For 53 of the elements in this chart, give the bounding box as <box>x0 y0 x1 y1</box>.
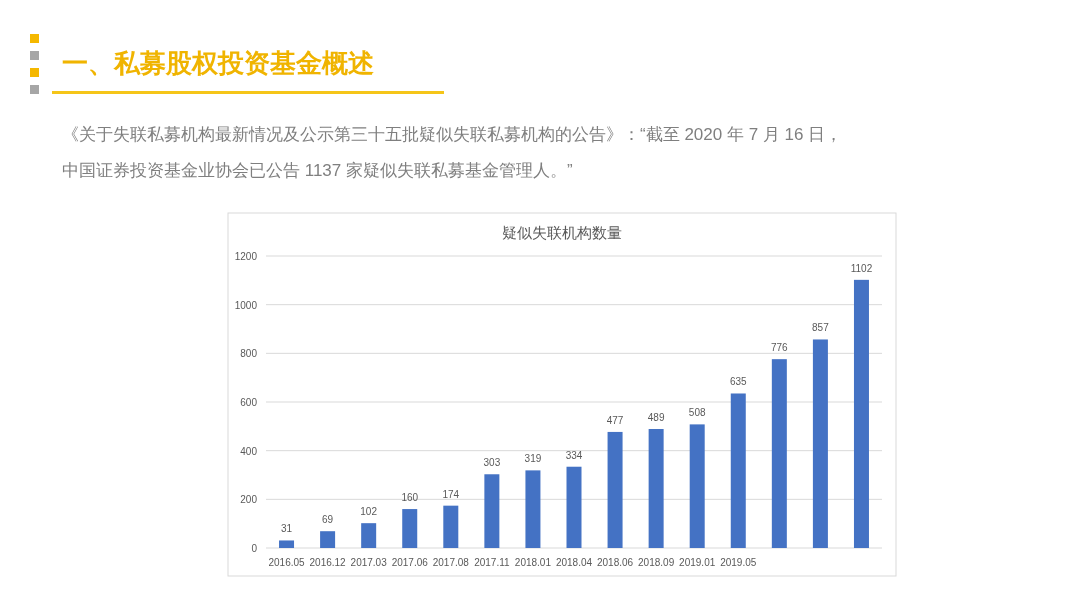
x-tick-label: 2019.05 <box>720 557 757 568</box>
x-tick-label: 2018.06 <box>596 557 634 568</box>
data-label: 635 <box>729 376 748 388</box>
data-label: 776 <box>770 342 789 354</box>
data-label: 31 <box>280 523 293 535</box>
bar <box>484 474 500 548</box>
x-tick-label: 2018.01 <box>514 557 552 568</box>
x-tick-label: 2016.12 <box>309 557 347 568</box>
bar <box>566 466 582 548</box>
bar <box>402 509 418 548</box>
x-tick-label: 2017.03 <box>350 557 388 568</box>
bar <box>648 429 664 548</box>
bar <box>279 540 295 548</box>
text: 《关于失联私募机构最新情况及公示第三十五批疑似失联私募机构的公告》：“截至 2020 年 7 月 16 日， <box>62 125 843 144</box>
chart-title: 疑似失联机构数量 <box>502 224 622 241</box>
bar <box>443 505 459 548</box>
bar <box>812 339 828 548</box>
data-label: 477 <box>606 414 624 426</box>
data-label: 319 <box>524 453 542 465</box>
x-tick-label: 2018.04 <box>555 557 593 568</box>
y-tick-label: 1000 <box>234 299 258 311</box>
data-label: 857 <box>812 322 830 334</box>
x-tick-label: 2017.06 <box>391 557 429 568</box>
y-tick-label: 800 <box>240 348 258 360</box>
data-label: 334 <box>565 449 583 461</box>
text: 中国证券投资基金业协会已公告 1137 家疑似失联私募基金管理人。” <box>62 161 573 180</box>
data-label: 160 <box>401 492 419 504</box>
data-label: 69 <box>322 514 334 526</box>
y-tick-label: 400 <box>240 445 258 457</box>
data-label: 102 <box>360 506 378 518</box>
bar <box>853 279 869 548</box>
data-label: 1102 <box>850 262 873 274</box>
x-tick-label: 2019.01 <box>679 557 716 568</box>
y-tick-label: 0 <box>251 543 258 554</box>
x-tick-label: 2017.08 <box>432 557 470 568</box>
x-tick-label: 2017.11 <box>474 557 511 568</box>
y-tick-label: 1200 <box>234 251 258 262</box>
bar <box>320 531 336 548</box>
x-tick-label: 2018.09 <box>638 557 675 568</box>
y-tick-label: 600 <box>240 397 258 408</box>
bar <box>525 470 541 548</box>
bar <box>607 431 623 548</box>
data-label: 508 <box>688 407 706 419</box>
bar <box>361 523 377 548</box>
bar <box>689 424 705 548</box>
x-tick-label: 2016.05 <box>268 557 306 568</box>
data-label: 303 <box>483 457 501 469</box>
bar <box>771 359 787 548</box>
data-label: 174 <box>442 488 460 500</box>
text: 一、私募股权投资基金概述 <box>62 48 374 78</box>
y-tick-label: 200 <box>240 494 258 506</box>
bar <box>730 393 746 548</box>
data-label: 489 <box>647 412 665 424</box>
